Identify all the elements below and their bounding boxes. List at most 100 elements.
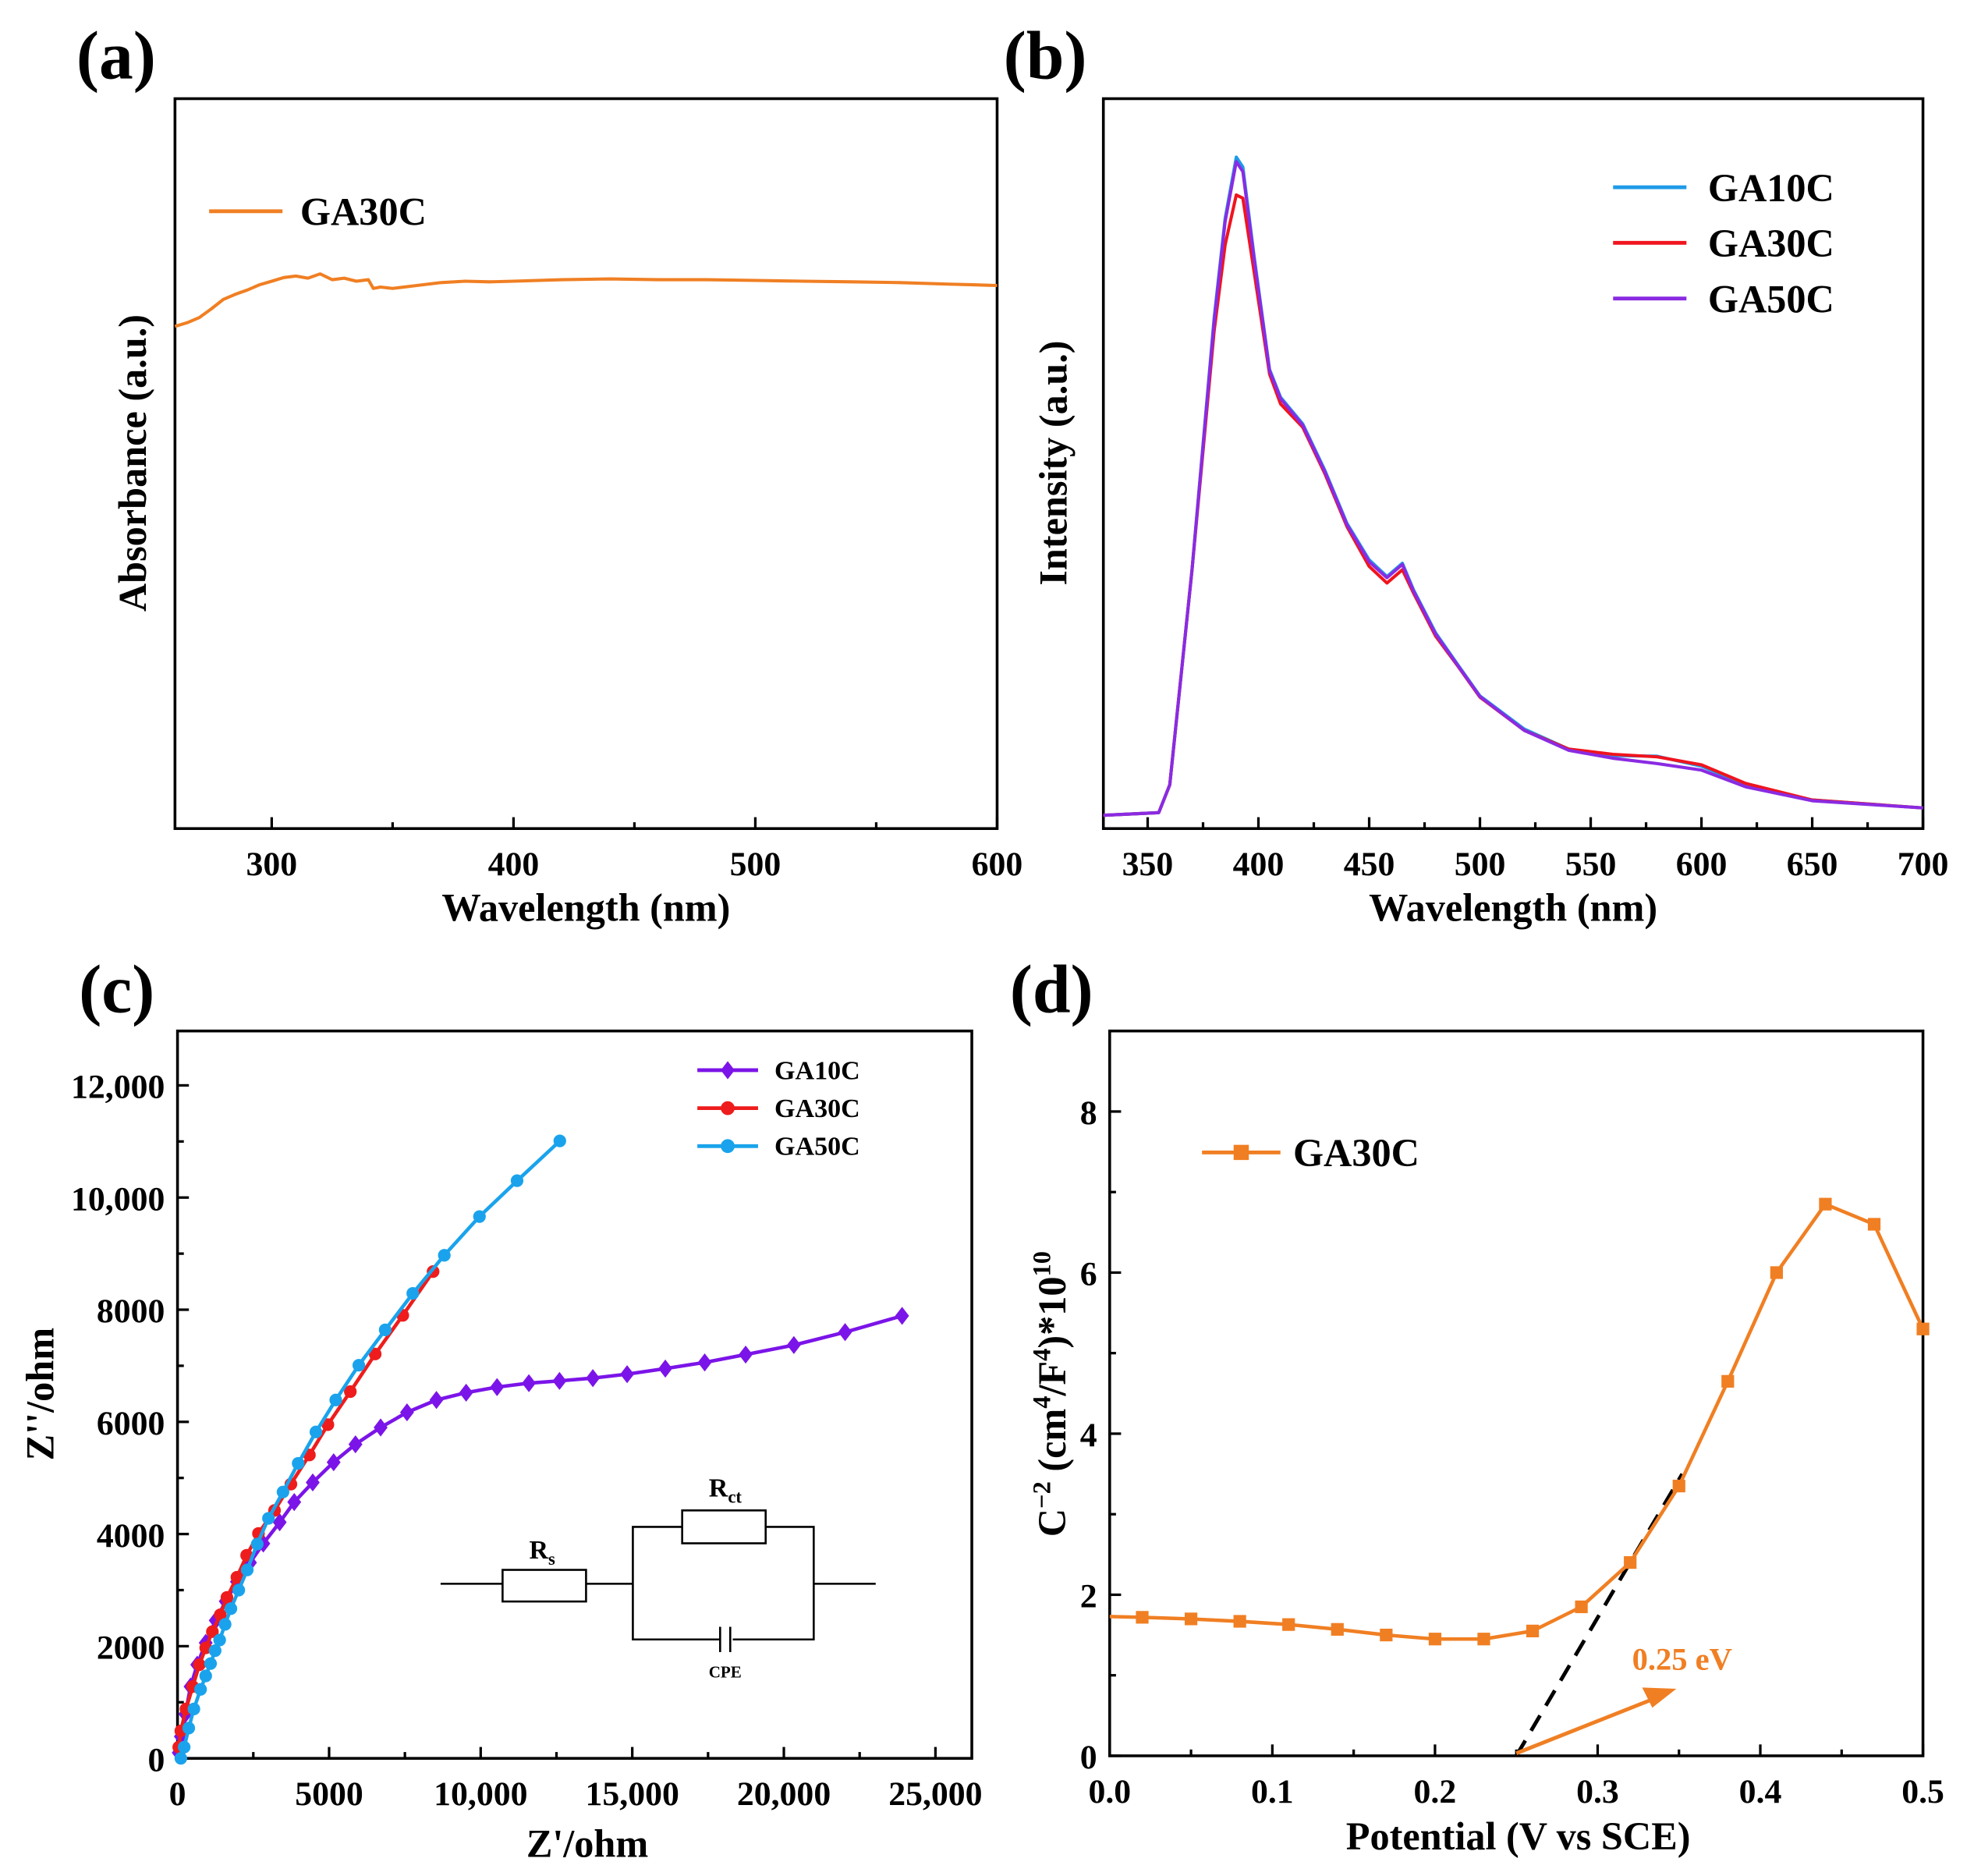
legend-label: GA30C (300, 190, 427, 234)
data-point (552, 1371, 567, 1390)
data-point (213, 1633, 226, 1647)
x-tick-label: 0.3 (1576, 1773, 1619, 1810)
x-tick-label: 400 (1233, 846, 1285, 883)
legend-marker (721, 1139, 735, 1154)
data-point (1672, 1479, 1685, 1493)
x-tick-label: 300 (246, 846, 298, 883)
data-point (697, 1353, 712, 1372)
x-tick-label: 450 (1344, 846, 1395, 883)
plot-frame (1101, 97, 1925, 831)
data-point (1624, 1556, 1637, 1569)
data-point (348, 1434, 363, 1454)
y-tick-label: 4 (1080, 1417, 1097, 1454)
data-point (473, 1210, 486, 1223)
panel-c-xlabel: Z'/ohm (526, 1822, 649, 1866)
data-point (240, 1563, 254, 1576)
plot-frame (173, 97, 999, 831)
data-point (838, 1323, 852, 1342)
rs-label: Rs (529, 1536, 555, 1569)
x-tick-label: 600 (972, 846, 1023, 883)
data-point (250, 1537, 264, 1551)
data-point (204, 1657, 218, 1670)
data-point (1916, 1322, 1930, 1335)
data-point (206, 1625, 219, 1638)
data-point (220, 1591, 234, 1604)
data-point (262, 1512, 275, 1525)
rs-resistor (501, 1569, 587, 1603)
data-point (272, 1513, 287, 1532)
data-point (193, 1658, 206, 1672)
series-GA30C (1103, 193, 1923, 817)
panel-a: 300 400 500 600 GA30C (173, 97, 1023, 883)
data-point (399, 1403, 414, 1422)
series-GA50C (1103, 160, 1923, 817)
data-point (1331, 1622, 1344, 1636)
x-tick-label: 5000 (295, 1775, 363, 1813)
band-gap-annotation: 0.25 eV (1632, 1642, 1732, 1677)
x-tick-label: 0.0 (1088, 1773, 1131, 1810)
data-point (178, 1740, 191, 1754)
series-GA30C (1109, 1197, 1930, 1646)
x-tick-label: 20,000 (737, 1775, 831, 1813)
legend-marker (721, 1061, 735, 1080)
x-tick-label: 0.2 (1414, 1773, 1457, 1810)
data-point (586, 1369, 601, 1388)
data-point (553, 1134, 566, 1147)
x-tick-label: 600 (1676, 846, 1728, 883)
panel-d: 0.0 0.1 0.2 0.3 0.4 0.5 0 2 4 6 8 GA30C (1080, 1029, 1944, 1810)
rct-resistor (681, 1509, 767, 1544)
legend-marker (721, 1101, 735, 1115)
y-tick-label: 6000 (97, 1405, 165, 1442)
data-point (459, 1383, 473, 1403)
data-point (1233, 1615, 1246, 1628)
y-tick-label: 2 (1080, 1578, 1097, 1615)
x-tick-label: 10,000 (434, 1775, 527, 1813)
data-point (218, 1618, 232, 1631)
x-tick-label: 550 (1565, 846, 1617, 883)
panel-b-label: (b) (1004, 18, 1087, 94)
data-point (658, 1359, 672, 1378)
data-point (510, 1174, 524, 1187)
data-point (1477, 1633, 1490, 1646)
series-GA50C (174, 1134, 566, 1765)
data-point (786, 1335, 801, 1354)
data-point (230, 1570, 243, 1584)
data-point (352, 1359, 366, 1372)
panel-c: 0 5000 10,000 15,000 20,000 25,000 0 2000 4000 60… (71, 1029, 983, 1813)
data-point (1526, 1624, 1540, 1638)
series-line (176, 1314, 903, 1754)
panel-c-ylabel: Z''/ohm (19, 1328, 62, 1461)
legend-label: GA50C (774, 1133, 860, 1161)
series-GA30C (174, 272, 998, 328)
y-tick-label: 10,000 (71, 1180, 165, 1218)
series-GA30C (172, 1265, 440, 1754)
x-tick-label: 500 (1455, 846, 1506, 883)
panel-a-ylabel: Absorbance (a.u.) (111, 314, 154, 612)
data-point (1867, 1218, 1881, 1231)
panel-c-label: (c) (79, 951, 154, 1027)
data-point (490, 1378, 505, 1396)
legend-marker (1233, 1144, 1249, 1161)
data-point (344, 1385, 357, 1399)
plot-frame (1108, 1029, 1925, 1757)
data-point (329, 1393, 342, 1406)
data-point (1721, 1374, 1735, 1388)
legend-label: GA30C (1293, 1131, 1419, 1175)
series-line (1103, 193, 1923, 817)
y-tick-label: 8 (1080, 1094, 1097, 1132)
linear-fit-dashed-line (1515, 1473, 1685, 1757)
y-tick-label: 6 (1080, 1256, 1097, 1293)
legend-label: GA30C (774, 1094, 860, 1123)
panel-b-ylabel: Intensity (a.u.) (1032, 340, 1076, 585)
arrow-head-icon (1642, 1687, 1677, 1708)
data-point (1380, 1628, 1393, 1642)
data-point (287, 1493, 302, 1512)
data-point (378, 1323, 392, 1337)
data-point (1282, 1618, 1295, 1631)
x-tick-label: 0 (169, 1775, 186, 1813)
x-tick-label: 700 (1898, 846, 1949, 883)
y-tick-label: 8000 (97, 1293, 165, 1330)
y-tick-label: 4000 (97, 1517, 165, 1555)
legend-label: GA10C (774, 1056, 860, 1085)
